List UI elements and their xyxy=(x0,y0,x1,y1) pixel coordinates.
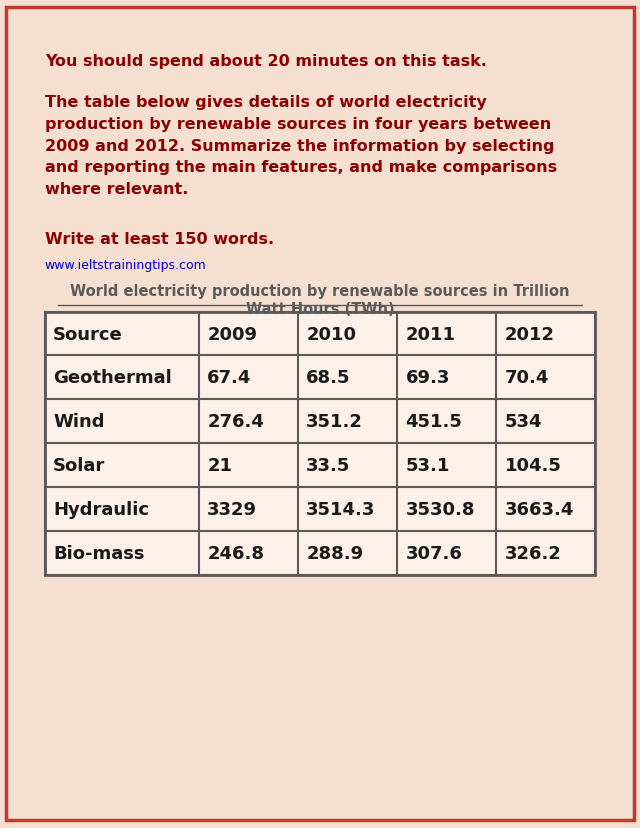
Text: Watt Hours (TWh): Watt Hours (TWh) xyxy=(246,301,394,316)
Text: 53.1: 53.1 xyxy=(405,457,450,474)
Text: 3663.4: 3663.4 xyxy=(504,501,574,518)
Text: 33.5: 33.5 xyxy=(307,457,351,474)
Text: 104.5: 104.5 xyxy=(504,457,561,474)
Text: Solar: Solar xyxy=(53,457,106,474)
Text: 451.5: 451.5 xyxy=(405,413,462,431)
Text: 21: 21 xyxy=(207,457,232,474)
Text: Write at least 150 words.: Write at least 150 words. xyxy=(45,232,274,247)
Text: You should spend about 20 minutes on this task.: You should spend about 20 minutes on thi… xyxy=(45,54,486,69)
Text: 288.9: 288.9 xyxy=(307,545,364,562)
Text: Hydraulic: Hydraulic xyxy=(53,501,149,518)
Text: 2010: 2010 xyxy=(307,325,356,343)
Text: 246.8: 246.8 xyxy=(207,545,264,562)
Text: 68.5: 68.5 xyxy=(307,369,351,387)
Text: 2011: 2011 xyxy=(405,325,456,343)
Text: The table below gives details of world electricity
production by renewable sourc: The table below gives details of world e… xyxy=(45,95,557,196)
Text: 69.3: 69.3 xyxy=(405,369,450,387)
Text: 351.2: 351.2 xyxy=(307,413,363,431)
Text: 67.4: 67.4 xyxy=(207,369,252,387)
Text: Bio-mass: Bio-mass xyxy=(53,545,145,562)
Text: 326.2: 326.2 xyxy=(504,545,561,562)
Text: 276.4: 276.4 xyxy=(207,413,264,431)
Text: www.ieltstrainingtips.com: www.ieltstrainingtips.com xyxy=(45,258,207,272)
Text: 3530.8: 3530.8 xyxy=(405,501,475,518)
Text: 2009: 2009 xyxy=(207,325,257,343)
Text: 534: 534 xyxy=(504,413,542,431)
Text: 3329: 3329 xyxy=(207,501,257,518)
Text: Wind: Wind xyxy=(53,413,104,431)
Text: 3514.3: 3514.3 xyxy=(307,501,376,518)
Text: Source: Source xyxy=(53,325,123,343)
Text: 70.4: 70.4 xyxy=(504,369,549,387)
Text: 2012: 2012 xyxy=(504,325,554,343)
Text: Geothermal: Geothermal xyxy=(53,369,172,387)
Text: 307.6: 307.6 xyxy=(405,545,462,562)
Text: World electricity production by renewable sources in Trillion: World electricity production by renewabl… xyxy=(70,283,570,298)
